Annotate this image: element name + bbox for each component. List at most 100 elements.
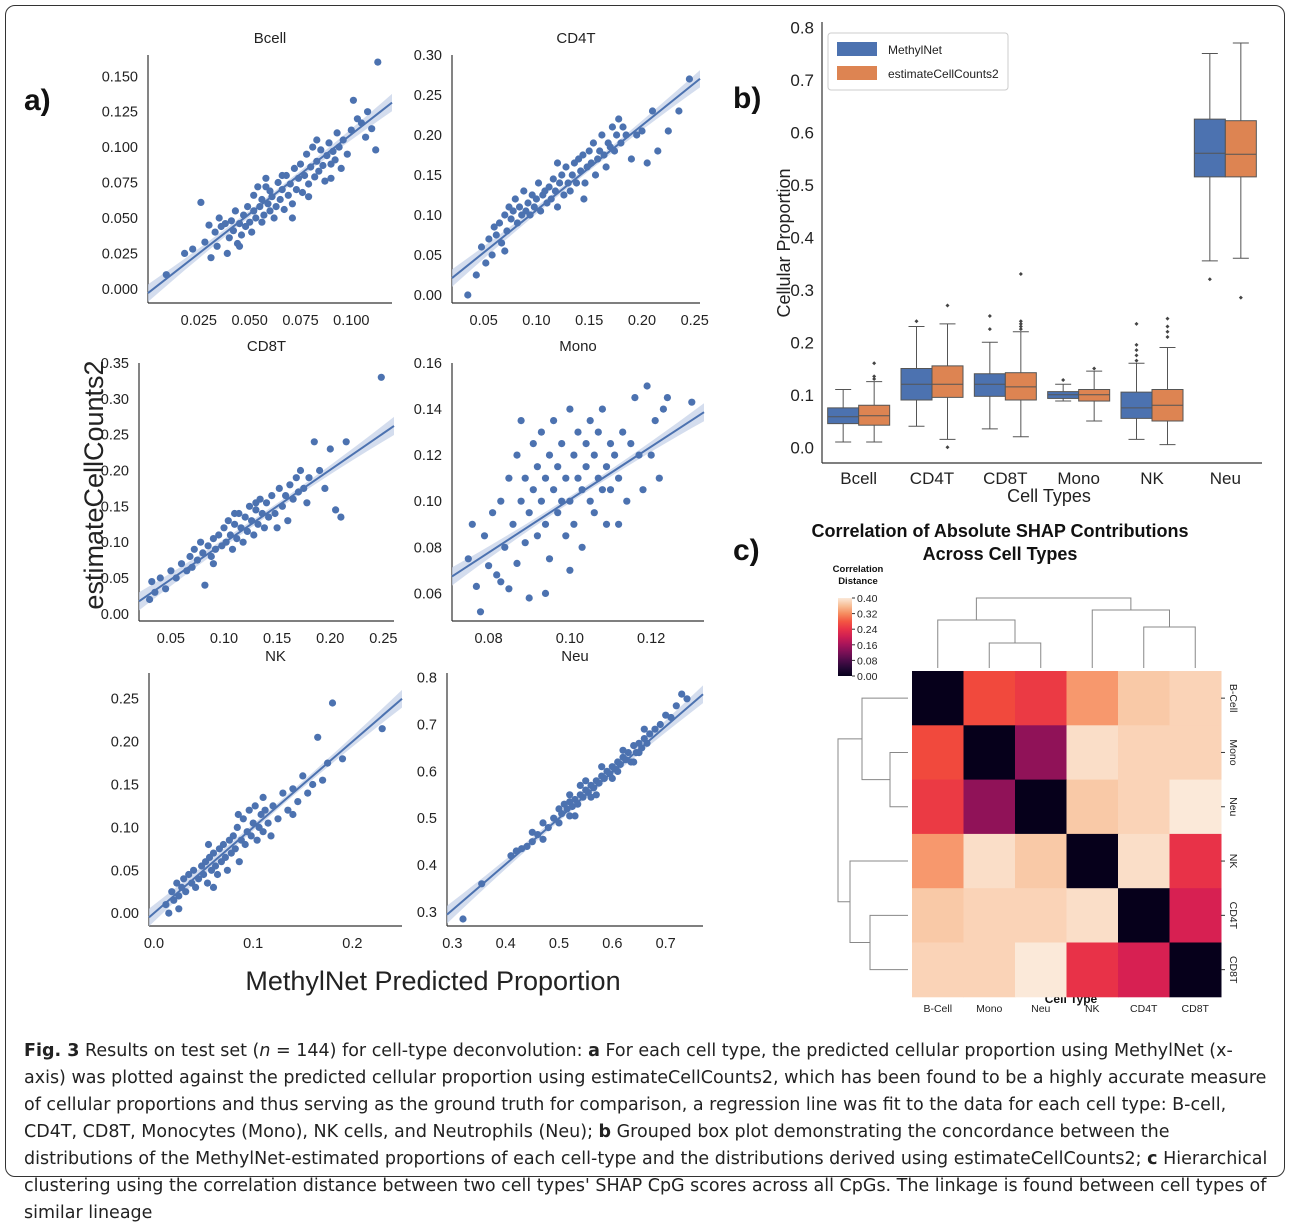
data-point bbox=[192, 883, 200, 892]
data-point bbox=[566, 497, 574, 505]
data-point bbox=[253, 836, 261, 844]
data-point bbox=[478, 880, 486, 888]
data-point bbox=[364, 108, 372, 116]
data-point bbox=[616, 760, 624, 769]
data-point bbox=[529, 486, 537, 494]
data-point bbox=[667, 713, 675, 722]
y-tick-label: 0.1 bbox=[790, 386, 814, 405]
x-tick-label: 0.2 bbox=[342, 936, 362, 952]
box-mono-estimate bbox=[1078, 366, 1111, 422]
data-point bbox=[528, 828, 536, 836]
data-point bbox=[211, 545, 220, 553]
heatmap-cell bbox=[1118, 779, 1170, 835]
data-point bbox=[606, 486, 615, 494]
heatmap-cell bbox=[1118, 725, 1170, 781]
data-point bbox=[185, 870, 193, 879]
data-point bbox=[541, 520, 550, 528]
data-point bbox=[323, 152, 331, 160]
data-point bbox=[321, 177, 329, 185]
heatmap-row-label: Neu bbox=[1227, 797, 1239, 816]
data-point bbox=[550, 814, 558, 822]
data-point bbox=[342, 438, 350, 446]
data-point bbox=[550, 486, 558, 494]
dendrogram-branch-top bbox=[1143, 626, 1196, 668]
data-point bbox=[207, 552, 215, 561]
outlier-marker bbox=[1018, 321, 1023, 326]
box-plot-panel: 0.0 0.1 0.2 0.3 0.4 0.5 0.6 0.7 0.8 Cellular Prop… bbox=[774, 18, 1262, 506]
data-point bbox=[182, 888, 190, 896]
data-point bbox=[314, 733, 322, 741]
caption-n: n bbox=[259, 1041, 271, 1061]
data-point bbox=[602, 463, 611, 471]
heatmap-row-label: CD4T bbox=[1227, 902, 1239, 930]
data-point bbox=[290, 164, 298, 172]
heatmap-cell bbox=[1066, 671, 1119, 726]
heatmap-cell bbox=[1015, 671, 1067, 726]
data-point bbox=[215, 214, 223, 222]
data-point bbox=[228, 545, 237, 553]
data-point bbox=[231, 509, 239, 518]
heatmap-cell bbox=[1169, 942, 1222, 998]
heatmap-cell bbox=[963, 779, 1016, 835]
outlier-marker bbox=[945, 445, 950, 450]
data-point bbox=[209, 883, 218, 892]
data-point bbox=[659, 405, 668, 413]
data-point bbox=[211, 228, 219, 236]
regression-line bbox=[451, 411, 705, 578]
data-point bbox=[250, 531, 258, 539]
data-point bbox=[274, 178, 282, 187]
dendrogram-branch-top bbox=[937, 619, 1016, 668]
data-point bbox=[595, 779, 603, 787]
data-point bbox=[278, 502, 286, 510]
y-tick-label: 0.25 bbox=[111, 692, 139, 708]
data-point bbox=[305, 180, 313, 188]
category-label: Mono bbox=[1057, 469, 1100, 488]
data-point bbox=[570, 451, 578, 459]
box-cd8t-estimate bbox=[1004, 272, 1037, 438]
data-point bbox=[590, 784, 598, 792]
data-point bbox=[581, 179, 589, 187]
data-point bbox=[278, 186, 286, 194]
iqr-box bbox=[931, 365, 964, 398]
data-point bbox=[243, 527, 251, 536]
category-label: Neu bbox=[1210, 469, 1241, 488]
box-bcell-estimate bbox=[858, 361, 891, 443]
data-point bbox=[526, 211, 534, 219]
data-point bbox=[245, 806, 253, 814]
data-point bbox=[619, 428, 627, 436]
y-tick-label: 0.0 bbox=[790, 438, 814, 457]
outlier-marker bbox=[1238, 295, 1243, 300]
data-point bbox=[566, 405, 574, 413]
data-point bbox=[222, 538, 230, 546]
data-point bbox=[537, 428, 546, 436]
data-point bbox=[219, 840, 227, 849]
data-point bbox=[223, 249, 231, 257]
category-label: Bcell bbox=[840, 469, 877, 488]
data-point bbox=[271, 509, 279, 518]
data-point bbox=[343, 150, 351, 158]
data-point bbox=[497, 497, 505, 505]
data-point bbox=[549, 175, 557, 183]
data-point bbox=[265, 513, 273, 521]
colorbar-tick-label: 0.40 bbox=[857, 593, 878, 605]
data-point bbox=[264, 200, 272, 208]
data-point bbox=[497, 578, 505, 586]
figure-caption: Fig. 3 Results on test set (n = 144) for… bbox=[24, 1038, 1274, 1227]
data-point bbox=[337, 513, 345, 521]
x-tick-label: 0.100 bbox=[333, 313, 369, 329]
iqr-box bbox=[1193, 118, 1226, 178]
caption-text-3: For each cell type, the predicted cellul… bbox=[24, 1041, 1267, 1142]
data-point bbox=[545, 451, 554, 459]
x-tick-label: 0.10 bbox=[556, 631, 584, 647]
outlier-marker bbox=[987, 327, 992, 332]
data-point bbox=[319, 776, 327, 784]
data-point bbox=[643, 159, 651, 167]
data-point bbox=[602, 163, 610, 171]
data-point bbox=[237, 524, 245, 532]
y-tick-label: 0.16 bbox=[414, 356, 442, 372]
heatmap-cell bbox=[912, 779, 964, 835]
data-point bbox=[643, 739, 651, 747]
data-point bbox=[556, 179, 564, 187]
data-point bbox=[204, 542, 212, 550]
box-neu-methylnet bbox=[1193, 53, 1226, 282]
